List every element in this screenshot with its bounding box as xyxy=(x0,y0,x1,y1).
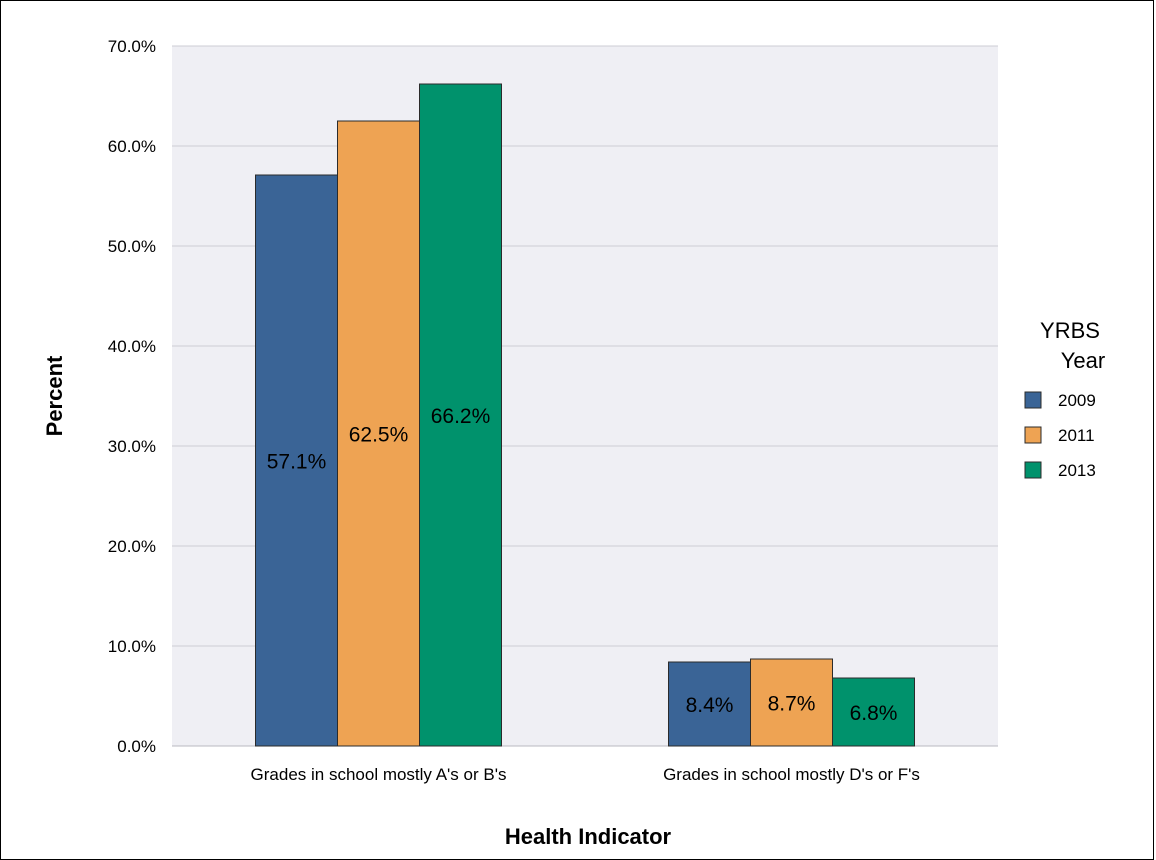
bar-2013-2 xyxy=(832,677,915,747)
legend-label-2013: 2013 xyxy=(1058,461,1096,480)
y-tick-label: 70.0% xyxy=(108,37,156,56)
data-label-2011-2: 8.7% xyxy=(768,693,816,716)
legend-title-line-2: Year xyxy=(1061,348,1105,373)
legend-swatch-2013 xyxy=(1024,461,1042,479)
legend-title-line-1: YRBS xyxy=(1040,318,1100,343)
x-category-label: Grades in school mostly D's or F's xyxy=(663,765,920,784)
x-axis-title: Health Indicator xyxy=(505,824,672,849)
legend-label-2009: 2009 xyxy=(1058,391,1096,410)
data-label-2009-1: 57.1% xyxy=(267,451,327,474)
bars: 57.1% 62.5% 66.2% 8.4% 8.7% 6.8% xyxy=(255,83,915,747)
data-label-2013-2: 6.8% xyxy=(850,702,898,725)
y-tick-label: 40.0% xyxy=(108,337,156,356)
legend-label-2011: 2011 xyxy=(1058,426,1095,445)
legend: YRBS Year 2009 2011 2013 xyxy=(1024,318,1105,480)
y-axis-ticks: 0.0% 10.0% 20.0% 30.0% 40.0% 50.0% 60.0% 70.0% xyxy=(108,37,156,756)
y-axis-title: Percent xyxy=(42,355,67,436)
bar-2013-1 xyxy=(419,83,502,747)
bar-2009-2 xyxy=(668,661,751,747)
y-tick-label: 20.0% xyxy=(108,537,156,556)
bar-2009-1 xyxy=(255,174,338,747)
y-tick-label: 10.0% xyxy=(108,637,156,656)
x-axis-categories: Grades in school mostly A's or B's Grades… xyxy=(251,765,920,784)
data-label-2009-2: 8.4% xyxy=(686,694,734,717)
y-tick-label: 30.0% xyxy=(108,437,156,456)
data-label-2013-1: 66.2% xyxy=(431,405,491,428)
data-label-2011-1: 62.5% xyxy=(349,424,409,447)
y-tick-label: 0.0% xyxy=(117,737,156,756)
y-tick-label: 50.0% xyxy=(108,237,156,256)
x-category-label: Grades in school mostly A's or B's xyxy=(251,765,507,784)
legend-swatch-2009 xyxy=(1024,391,1042,409)
legend-swatch-2011 xyxy=(1024,426,1042,444)
y-tick-label: 60.0% xyxy=(108,137,156,156)
